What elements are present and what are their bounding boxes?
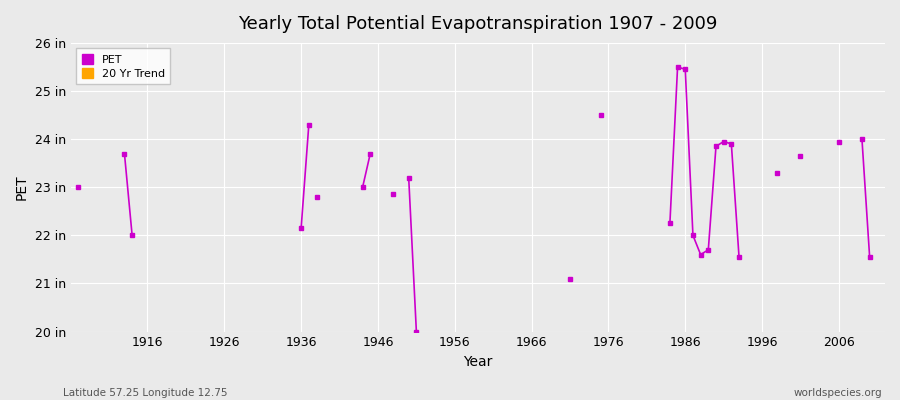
Legend: PET, 20 Yr Trend: PET, 20 Yr Trend (76, 48, 170, 84)
Y-axis label: PET: PET (15, 174, 29, 200)
Title: Yearly Total Potential Evapotranspiration 1907 - 2009: Yearly Total Potential Evapotranspiratio… (238, 15, 717, 33)
Text: Latitude 57.25 Longitude 12.75: Latitude 57.25 Longitude 12.75 (63, 388, 228, 398)
Text: worldspecies.org: worldspecies.org (794, 388, 882, 398)
X-axis label: Year: Year (464, 355, 492, 369)
